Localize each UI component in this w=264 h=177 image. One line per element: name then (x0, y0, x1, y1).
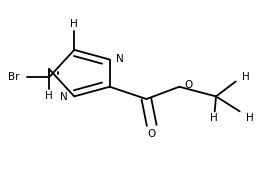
Text: N: N (116, 54, 124, 64)
Text: H: H (45, 90, 53, 101)
Text: H: H (242, 72, 249, 82)
Text: H: H (246, 113, 253, 123)
Text: O: O (148, 129, 156, 139)
Text: H: H (210, 113, 218, 123)
Text: H: H (70, 19, 78, 28)
Text: O: O (184, 80, 192, 90)
Text: Br: Br (8, 72, 20, 82)
Text: N: N (60, 92, 68, 102)
